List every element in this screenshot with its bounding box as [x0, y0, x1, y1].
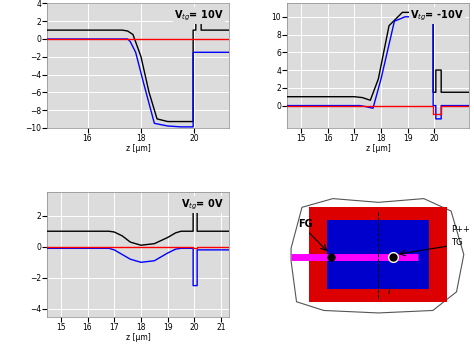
Text: V$_{tg}$= -10V: V$_{tg}$= -10V [410, 8, 464, 23]
Text: FG: FG [298, 219, 313, 229]
Text: V$_{tg}$= 0V: V$_{tg}$= 0V [181, 197, 224, 212]
X-axis label: z [μm]: z [μm] [126, 144, 151, 153]
Bar [328, 220, 429, 289]
X-axis label: z [μm]: z [μm] [126, 333, 151, 342]
Text: V$_{tg}$= 10V: V$_{tg}$= 10V [174, 8, 224, 23]
Text: TG: TG [451, 238, 463, 247]
Text: i: i [387, 286, 390, 296]
Polygon shape [291, 199, 464, 313]
X-axis label: z [μm]: z [μm] [366, 144, 391, 153]
Bar [309, 207, 447, 302]
Text: P++: P++ [451, 225, 470, 234]
